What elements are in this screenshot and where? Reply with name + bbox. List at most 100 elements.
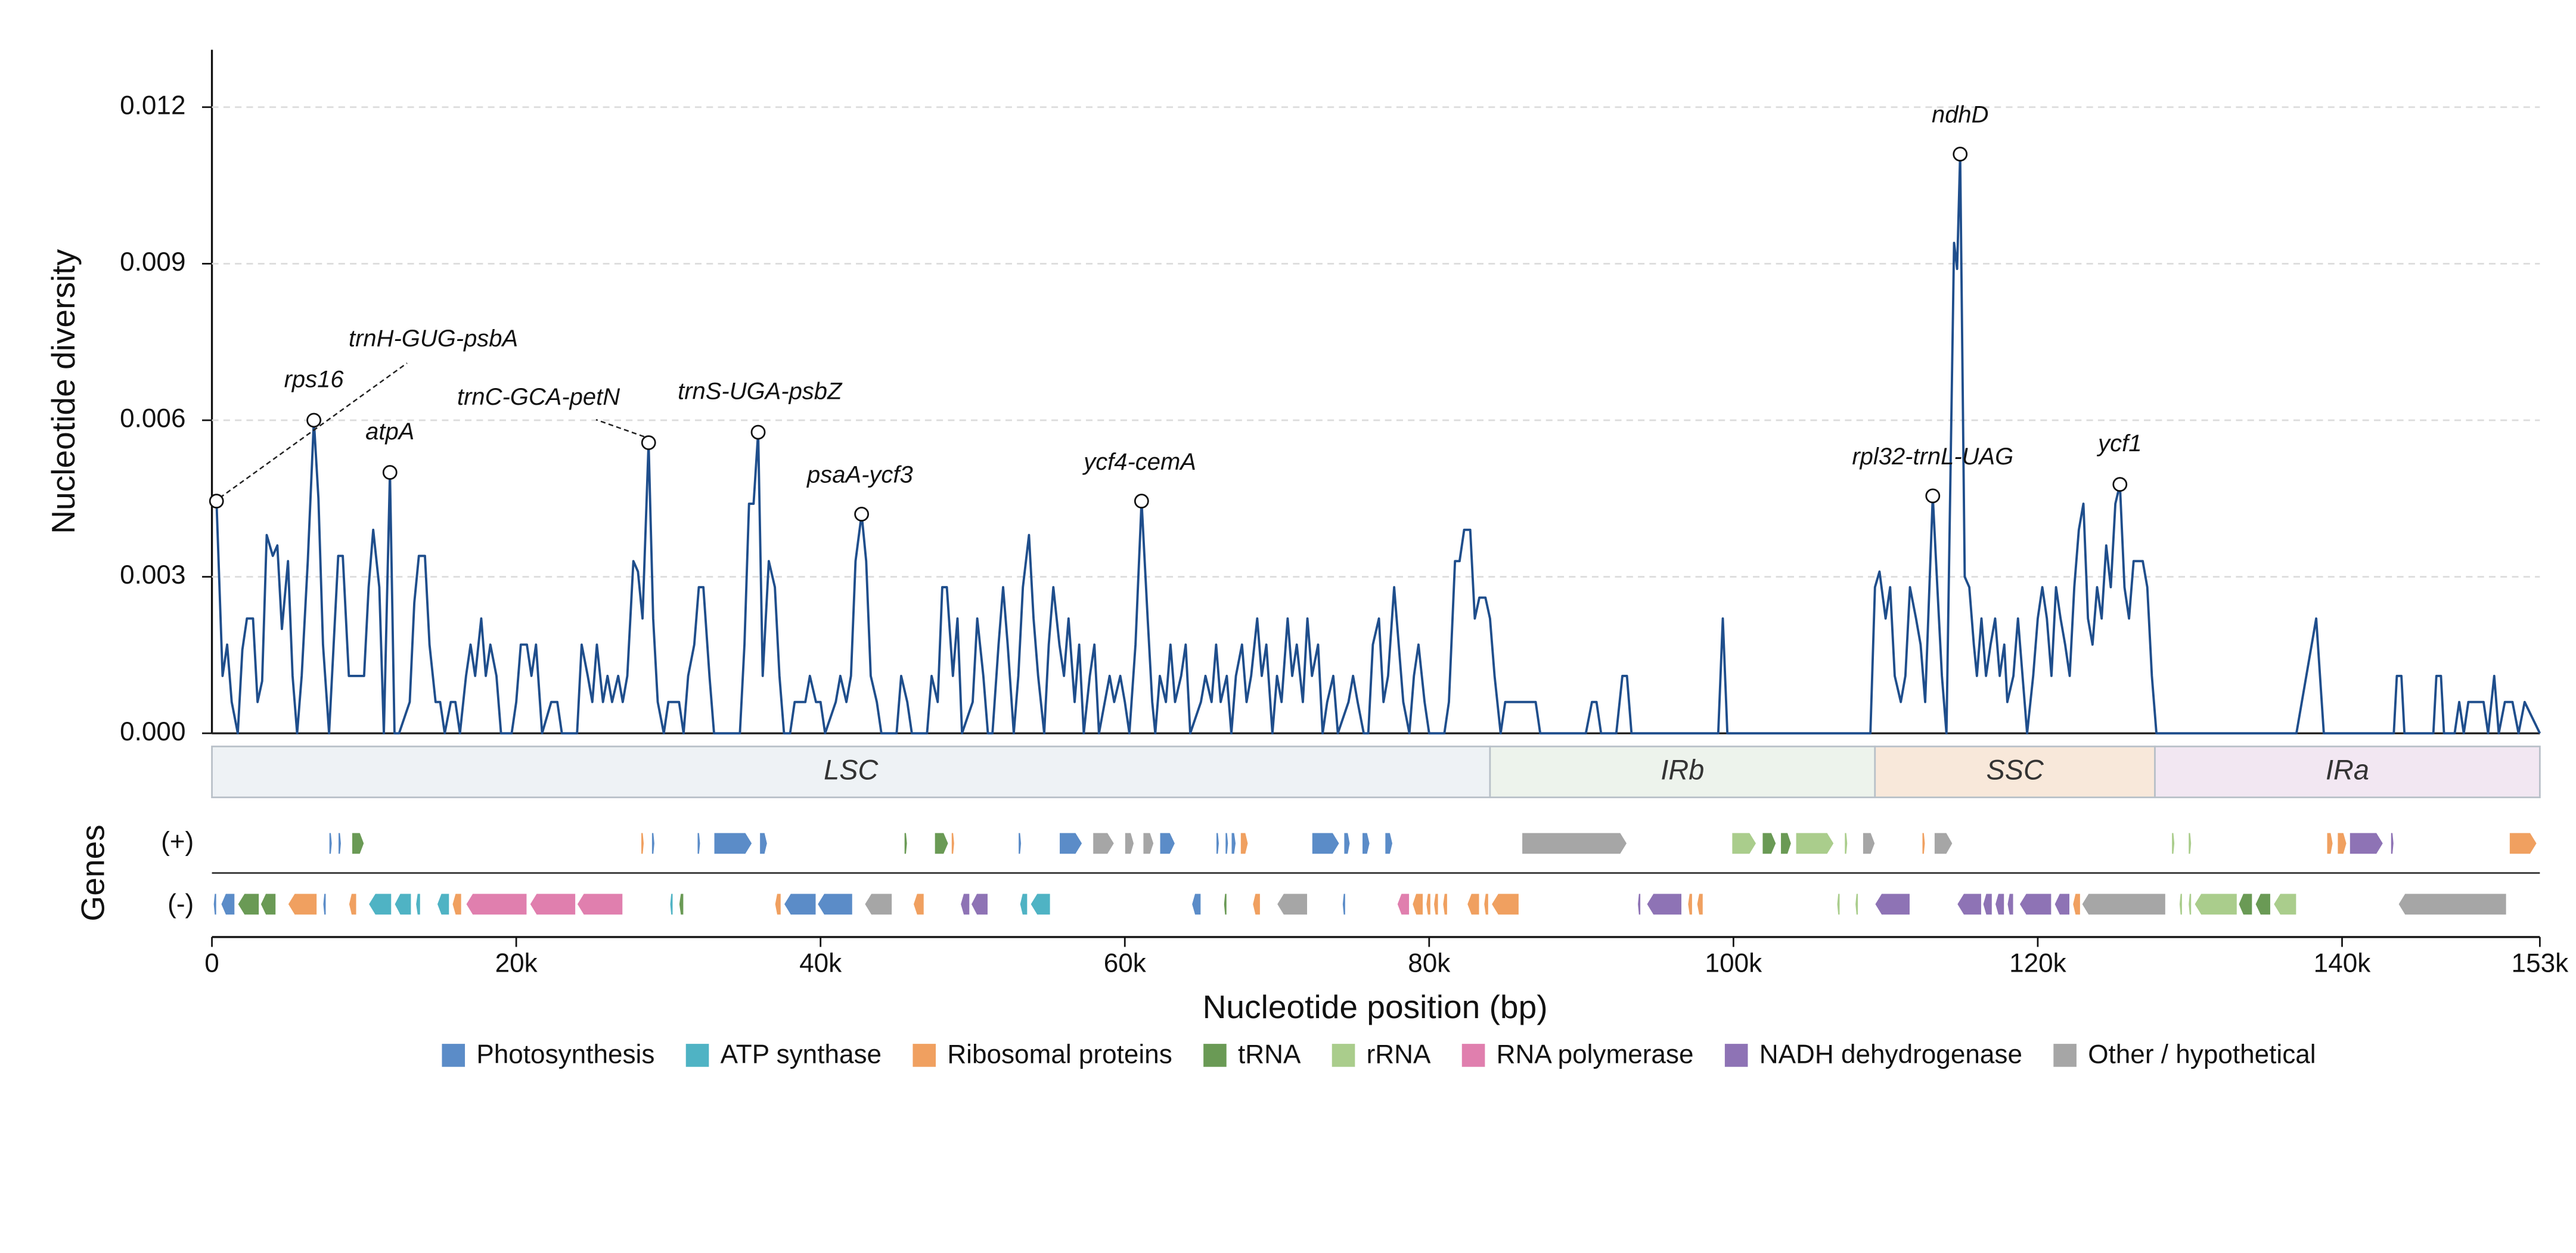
gene (337, 832, 342, 855)
region-label: IRb (1661, 754, 1704, 785)
region-label: LSC (824, 754, 879, 785)
region-bar (2154, 745, 2541, 799)
gene (1483, 893, 1489, 916)
peak-marker (1925, 488, 1941, 504)
legend-swatch (2053, 1044, 2077, 1067)
gene (1231, 832, 1237, 855)
region-bar (1874, 745, 2156, 799)
gene (2255, 893, 2271, 916)
legend-swatch (1203, 1044, 1227, 1067)
region-label: SSC (1986, 754, 2044, 785)
legend-label: Ribosomal proteins (947, 1040, 1172, 1069)
y-axis-label: Nucleotide diversity (45, 249, 82, 534)
gene (1994, 893, 2005, 916)
peak-marker (641, 435, 656, 451)
gene (913, 893, 924, 916)
gene (2081, 893, 2166, 916)
gene (2019, 893, 2052, 916)
gene (2337, 832, 2347, 855)
gene (1240, 832, 1249, 855)
peak-label: ndhD (1932, 102, 1989, 128)
gene (817, 893, 853, 916)
strand-label: (-) (167, 889, 194, 919)
x-tick-label: 80k (1408, 948, 1451, 978)
peak-label: trnS-UGA-psbZ (678, 379, 843, 405)
gene (1059, 832, 1083, 855)
gene (1637, 893, 1641, 916)
gene (678, 893, 684, 916)
gene (1696, 893, 1703, 916)
y-tick-label: 0.009 (120, 247, 185, 277)
gene (1646, 893, 1683, 916)
peak-marker (209, 494, 224, 509)
gene (260, 893, 277, 916)
y-tick-label: 0.006 (120, 404, 185, 433)
gene (2171, 832, 2175, 855)
peak-marker (1134, 494, 1149, 509)
peak-marker (1953, 147, 1968, 162)
gene (1159, 832, 1176, 855)
gene (2390, 832, 2394, 855)
peak-label: psaA-ycf3 (806, 462, 913, 488)
diversity-line (211, 153, 2541, 735)
peak-marker (306, 413, 322, 428)
gene (2238, 893, 2253, 916)
legend-swatch (442, 1044, 465, 1067)
gene (221, 893, 235, 916)
gene (2054, 893, 2071, 916)
gene (1467, 893, 1480, 916)
track-label: Genes (74, 824, 111, 921)
gene (415, 893, 421, 916)
gene (2007, 893, 2014, 916)
gene (2188, 832, 2192, 855)
x-tick-label: 0 (204, 948, 219, 978)
gene (1030, 893, 1051, 916)
legend-label: rRNA (1367, 1040, 1431, 1069)
gene (1426, 893, 1431, 916)
gene (1433, 893, 1439, 916)
gene (287, 893, 318, 916)
gene (2178, 893, 2183, 916)
gene (864, 893, 893, 916)
x-tick-label: 120k (2009, 948, 2067, 978)
gene (640, 832, 645, 855)
gene (1956, 893, 1982, 916)
gene (697, 832, 701, 855)
gene (960, 893, 970, 916)
gene (1343, 832, 1351, 855)
gene (951, 832, 955, 855)
x-tick-label: 20k (495, 948, 538, 978)
gene (1862, 832, 1876, 855)
gene (1687, 893, 1693, 916)
gene (713, 832, 753, 855)
gene (368, 893, 392, 916)
gene (465, 893, 527, 916)
peak-label: trnC-GCA-petN (457, 384, 620, 410)
gene (348, 893, 357, 916)
gene (651, 832, 655, 855)
leader-line (219, 362, 408, 499)
gene (1385, 832, 1393, 855)
gene (1762, 832, 1777, 855)
gene (1982, 893, 1992, 916)
legend-swatch (1461, 1044, 1485, 1067)
legend-label: RNA polymerase (1497, 1040, 1694, 1069)
gene (1311, 832, 1340, 855)
gene (394, 893, 412, 916)
gene (2273, 893, 2297, 916)
gene (904, 832, 908, 855)
peak-marker (854, 507, 870, 522)
y-tick-label: 0.012 (120, 91, 185, 120)
gene (1844, 832, 1848, 855)
x-axis-label: Nucleotide position (bp) (1203, 988, 1548, 1025)
legend-swatch (913, 1044, 936, 1067)
gene (576, 893, 623, 916)
peak-label: ycf4-cemA (1082, 449, 1196, 475)
gene (1276, 893, 1308, 916)
gene (1412, 893, 1424, 916)
gene (1933, 832, 1953, 855)
gene (2398, 893, 2507, 916)
region-label: IRa (2326, 754, 2369, 785)
legend-swatch (1724, 1044, 1748, 1067)
